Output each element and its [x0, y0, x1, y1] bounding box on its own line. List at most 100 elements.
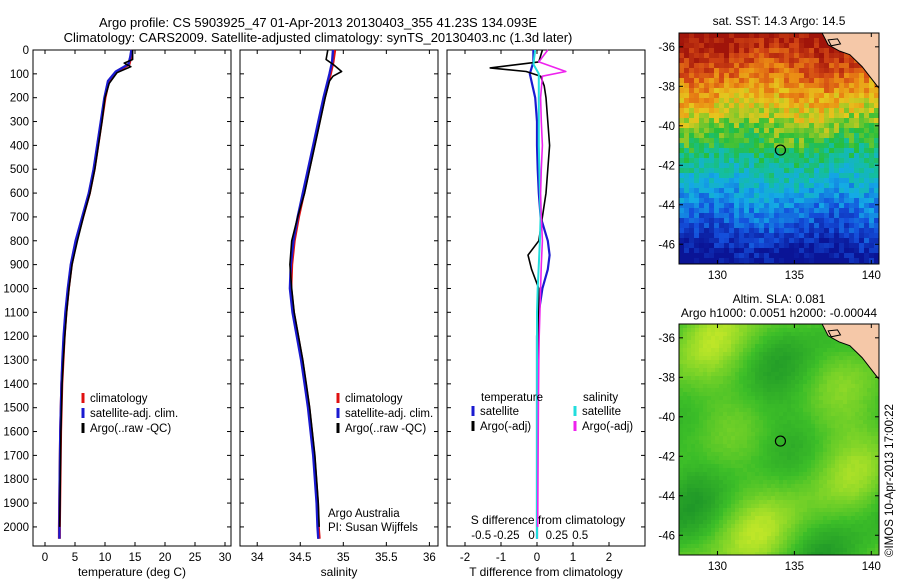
series-line-climatology	[57, 49, 134, 539]
depth-tick-label: 1800	[3, 474, 29, 486]
difference-legend: temperature salinity satellite Argo(-adj) sa…	[471, 392, 633, 433]
map-y-tick-label: -42	[658, 451, 675, 463]
island-polygon	[827, 329, 842, 338]
map-y-tick-label: -40	[658, 412, 675, 424]
temperature-x-axis: 0 5 10 15 20 25 30	[42, 50, 231, 564]
map-x-tick-label: 135	[785, 561, 804, 573]
map-x-tick-label: 140	[862, 270, 881, 282]
legend-title-temperature: temperature	[481, 392, 543, 404]
depth-tick-label: 1600	[3, 427, 29, 439]
depth-tick-label: 1300	[3, 355, 29, 367]
map-y-tick-label: -38	[658, 81, 675, 93]
title-line-1: Argo profile: CS 5903925_47 01-Apr-2013 …	[99, 15, 537, 30]
depth-tick-label: 400	[10, 140, 29, 152]
island-polygon	[827, 38, 842, 47]
temperature-lines	[57, 49, 134, 539]
map-y-tick-label: -46	[658, 239, 675, 251]
map-x-tick-label: 130	[708, 561, 727, 573]
x-tick-label: 25	[189, 552, 202, 564]
salinity-difference-axis: -0.5 -0.25 0 0.25 0.5	[471, 530, 588, 542]
sst-field	[679, 33, 879, 264]
s-tick-label: 0.5	[572, 530, 588, 542]
x-tick-label: -1	[496, 552, 506, 564]
salinity-xlabel: salinity	[321, 565, 358, 579]
depth-tick-label: 1400	[3, 379, 29, 391]
legend-label: Argo(..raw -QC)	[345, 423, 426, 435]
map-y-tick-label: -44	[658, 200, 675, 212]
argo-position-marker	[774, 144, 787, 156]
legend-label: climatology	[345, 393, 403, 405]
x-tick-label: 0	[42, 552, 48, 564]
land-polygon	[821, 324, 879, 381]
map-y-tick-label: -44	[658, 491, 675, 503]
x-tick-label: 36	[423, 552, 436, 564]
x-tick-label: 34.5	[289, 552, 311, 564]
temperature-xlabel: temperature (deg C)	[78, 565, 186, 579]
pi-note: PI: Susan Wijffels	[328, 522, 418, 534]
x-tick-label: 35	[337, 552, 350, 564]
legend-label: Argo(-adj)	[480, 421, 531, 433]
difference-panel	[446, 49, 646, 547]
s-tick-label: 0	[528, 530, 534, 542]
title-line-2: Climatology: CARS2009. Satellite-adjuste…	[64, 30, 573, 45]
depth-tick-label: 200	[10, 93, 29, 105]
temperature-panel	[32, 49, 232, 547]
depth-tick-label: 600	[10, 188, 29, 200]
depth-tick-label: 1500	[3, 403, 29, 415]
depth-axis: 0 100 200 300 400 500 600 700 800 900 1000 1100 1200…	[3, 45, 645, 534]
argo-position-marker	[774, 435, 787, 447]
x-tick-label: 34	[251, 552, 264, 564]
x-tick-label: -2	[460, 552, 470, 564]
series-line-satellite-adj-clim-	[288, 49, 335, 539]
legend-label: satellite	[480, 406, 519, 418]
map-y-tick-label: -42	[658, 160, 675, 172]
map-y-tick-label: -46	[658, 530, 675, 542]
salinity-x-axis: 34 34.5 35 35.5 36	[251, 50, 436, 564]
depth-tick-label: 1100	[4, 307, 29, 319]
difference-x-axis: -2 -1 0 1 2	[460, 50, 612, 564]
legend-label: satellite-adj. clim.	[345, 408, 433, 420]
depth-tick-label: 300	[10, 117, 29, 129]
temperature-legend: climatology satellite-adj. clim. Argo(..ra…	[81, 393, 178, 435]
series-line-temperature-argo-adj-	[489, 49, 551, 527]
sla-field	[679, 324, 879, 555]
x-tick-label: 1	[570, 552, 576, 564]
depth-tick-label: 1900	[3, 498, 29, 510]
x-tick-label: 10	[99, 552, 112, 564]
difference-lines	[489, 49, 567, 539]
s-tick-label: -0.25	[493, 530, 519, 542]
series-line-salinity-argo-adj-	[536, 49, 567, 527]
x-tick-label: 20	[159, 552, 172, 564]
map-x-tick-label: 135	[785, 270, 804, 282]
argo-australia-note: Argo Australia	[328, 508, 400, 520]
x-tick-label: 2	[606, 552, 612, 564]
depth-tick-label: 700	[10, 212, 29, 224]
x-tick-label: 0	[534, 552, 540, 564]
legend-title-salinity: salinity	[583, 392, 618, 404]
land-polygon	[821, 33, 879, 90]
x-tick-label: 15	[129, 552, 142, 564]
x-tick-label: 5	[72, 552, 78, 564]
map-y-tick-label: -40	[658, 121, 675, 133]
difference-xlabel: T difference from climatology	[469, 565, 623, 579]
s-tick-label: -0.5	[471, 530, 491, 542]
depth-tick-label: 1200	[3, 331, 29, 343]
depth-tick-label: 2000	[3, 522, 29, 534]
legend-label: Argo(-adj)	[582, 421, 633, 433]
map-frame	[678, 32, 880, 265]
map-y-tick-label: -36	[658, 333, 675, 345]
depth-tick-label: 500	[10, 164, 29, 176]
depth-tick-label: 900	[10, 260, 29, 272]
map-x-tick-label: 140	[862, 561, 881, 573]
salinity-legend: climatology satellite-adj. clim. Argo(..ra…	[336, 393, 433, 435]
series-line-argo-raw-qc-	[58, 50, 134, 527]
series-line-argo-raw-qc-	[289, 49, 343, 527]
s-difference-label: S difference from climatology	[471, 513, 626, 527]
legend-label: climatology	[90, 393, 148, 405]
sla-map-title-2: Argo h1000: 0.0051 h2000: -0.00044	[681, 306, 877, 320]
map-frame	[678, 323, 880, 556]
sst-map-title: sat. SST: 14.3 Argo: 14.5	[713, 14, 846, 28]
sst-map: -36 -38 -40 -42 -44 -46 130 135 140	[658, 32, 881, 282]
salinity-panel	[239, 49, 439, 547]
